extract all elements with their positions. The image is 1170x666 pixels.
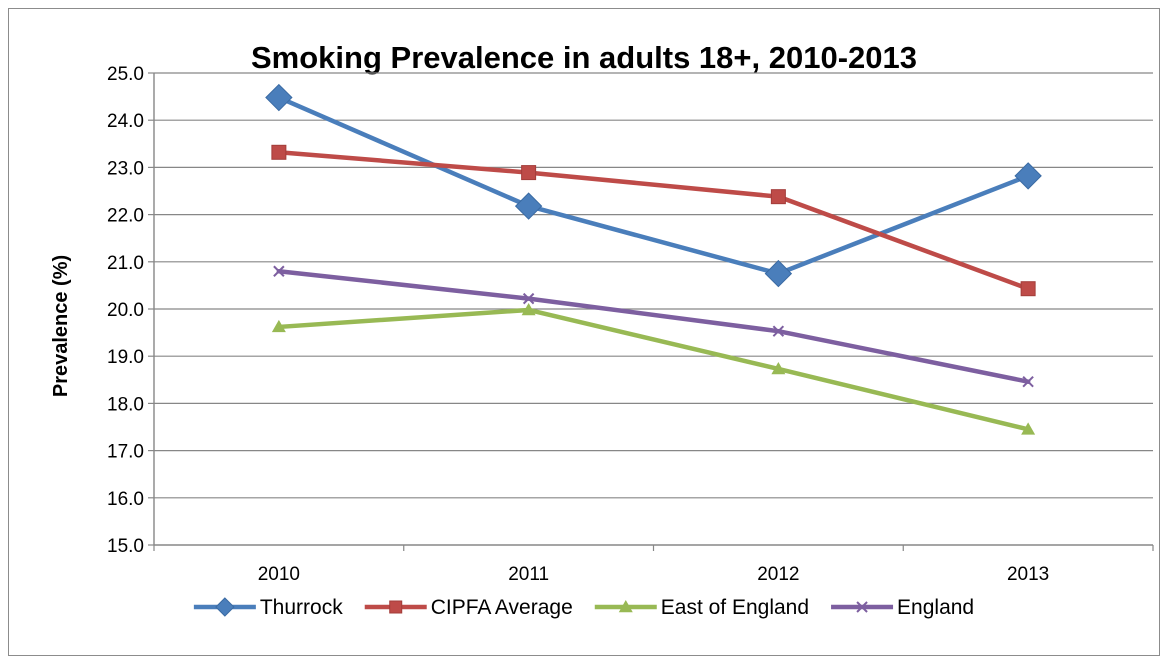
chart-frame: Smoking Prevalence in adults 18+, 2010-2… bbox=[8, 8, 1160, 656]
data-point bbox=[514, 192, 543, 220]
series-line bbox=[276, 95, 1031, 276]
data-point bbox=[1022, 375, 1034, 388]
legend-entry: Thurrock bbox=[193, 596, 343, 619]
data-point bbox=[265, 83, 293, 112]
series-line bbox=[276, 150, 1031, 291]
legend-label: CIPFA Average bbox=[431, 596, 573, 619]
data-point bbox=[618, 600, 633, 613]
data-point bbox=[764, 259, 793, 288]
data-point bbox=[273, 265, 285, 277]
series-line bbox=[276, 307, 1031, 432]
data-point bbox=[1020, 281, 1036, 297]
data-point bbox=[389, 600, 403, 614]
data-point bbox=[215, 597, 235, 617]
series-line bbox=[276, 268, 1031, 384]
line-chart: Smoking Prevalence in adults 18+, 2010-2… bbox=[50, 40, 1154, 619]
data-point bbox=[522, 292, 535, 305]
legend-entry: CIPFA Average bbox=[364, 596, 573, 619]
x-tick-label: 2010 bbox=[258, 564, 300, 585]
legend-label: England bbox=[897, 596, 974, 619]
legend-entry: East of England bbox=[594, 596, 809, 619]
series-group bbox=[271, 302, 1036, 435]
chart-title: Smoking Prevalence in adults 18+, 2010-2… bbox=[251, 40, 917, 75]
data-point bbox=[770, 189, 786, 205]
y-axis-label: Prevalence (%) bbox=[50, 255, 72, 397]
x-tick-labels: 2010 2011 2012 2013 bbox=[258, 564, 1050, 585]
x-tick-label: 2013 bbox=[1007, 564, 1049, 585]
legend-label: East of England bbox=[661, 596, 809, 619]
gridlines bbox=[154, 72, 1153, 499]
x-tick-label: 2012 bbox=[757, 564, 799, 585]
axes bbox=[148, 72, 1154, 551]
series-group bbox=[273, 265, 1034, 388]
data-point bbox=[772, 325, 785, 337]
data-point bbox=[521, 165, 537, 181]
data-point bbox=[271, 319, 286, 333]
legend: Thurrock CIPFA Average East of England Engl… bbox=[193, 596, 974, 619]
data-point bbox=[521, 302, 536, 316]
data-point bbox=[771, 361, 786, 375]
y-tick-label: 22.0 bbox=[107, 206, 144, 227]
y-tick-labels: 15.0 16.0 17.0 18.0 19.0 20.0 21.0 22.0 23.0 24.0… bbox=[107, 64, 144, 557]
y-tick-label: 24.0 bbox=[107, 111, 144, 132]
y-tick-label: 23.0 bbox=[107, 158, 144, 179]
series-group bbox=[271, 144, 1036, 297]
y-tick-label: 21.0 bbox=[107, 253, 144, 274]
y-tick-label: 25.0 bbox=[107, 64, 144, 85]
y-tick-label: 15.0 bbox=[107, 536, 144, 557]
data-point bbox=[1021, 422, 1036, 435]
x-tick-label: 2011 bbox=[508, 564, 549, 585]
y-tick-label: 16.0 bbox=[107, 489, 144, 510]
data-point bbox=[1014, 162, 1042, 190]
data-point bbox=[856, 601, 868, 613]
legend-label: Thurrock bbox=[260, 596, 343, 619]
series-group bbox=[265, 83, 1042, 288]
y-tick-label: 19.0 bbox=[107, 347, 144, 368]
data-point bbox=[271, 144, 287, 160]
y-tick-label: 17.0 bbox=[107, 442, 144, 463]
y-tick-label: 18.0 bbox=[107, 394, 144, 415]
legend-entry: England bbox=[831, 596, 974, 619]
series-lines bbox=[265, 83, 1042, 435]
y-tick-label: 20.0 bbox=[107, 300, 144, 321]
